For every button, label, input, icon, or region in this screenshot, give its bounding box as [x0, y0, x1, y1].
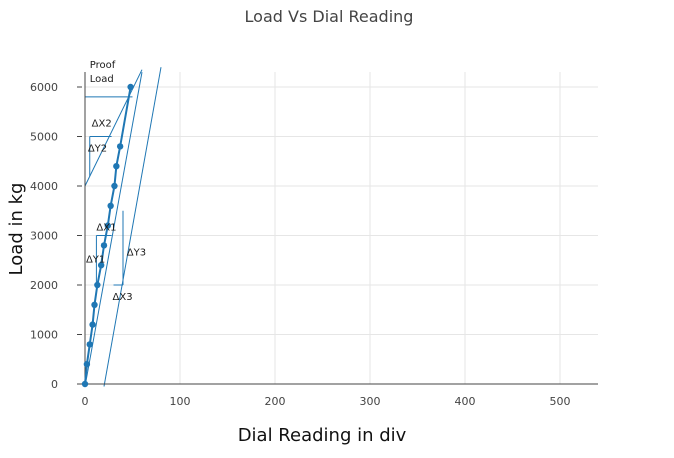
data-point — [104, 222, 112, 229]
x-tick-label: 400 — [455, 395, 476, 408]
annotation-label: ΔY3 — [127, 247, 146, 258]
x-tick-label: 300 — [360, 395, 381, 408]
data-point — [113, 163, 120, 170]
data-point — [83, 361, 91, 368]
grid — [85, 72, 598, 384]
construction-line — [103, 67, 162, 387]
data-point — [111, 182, 118, 190]
data-series — [81, 83, 134, 388]
data-point — [81, 380, 89, 388]
series-line — [84, 86, 132, 385]
y-tick-label: 5000 — [30, 131, 58, 144]
ticks: 0 100 200 300 400 500010002000300040005000600… — [30, 81, 571, 408]
data-point — [127, 83, 134, 91]
annotation-label: ΔX3 — [113, 292, 133, 303]
data-point — [89, 321, 96, 328]
y-tick-label: 3000 — [30, 230, 58, 243]
data-point — [97, 262, 105, 269]
annotations: Proof Load ΔX2 ΔY2 ΔX1 ΔY1 ΔY3 ΔX3 — [86, 60, 146, 303]
annotation-label: ΔY2 — [88, 143, 107, 154]
y-tick-label: 6000 — [30, 81, 58, 94]
y-tick-label: 4000 — [30, 180, 58, 193]
y-axis-title: Load in kg — [6, 183, 27, 276]
y-tick-label: 2000 — [30, 279, 58, 292]
y-tick-label: 0 — [51, 378, 58, 391]
axes — [82, 72, 598, 385]
y-tick-label: 1000 — [30, 329, 58, 342]
x-tick-label: 100 — [170, 395, 191, 408]
data-point — [107, 202, 114, 209]
data-point — [91, 301, 98, 308]
data-point — [116, 143, 124, 150]
x-tick-label: 500 — [550, 395, 571, 408]
chart-title: Load Vs Dial Reading — [245, 7, 414, 26]
annotation-label: Load — [90, 74, 114, 85]
annotation-label: Proof — [90, 60, 116, 71]
annotation-label: ΔX1 — [96, 223, 116, 234]
x-tick-label: 0 — [82, 395, 89, 408]
construction-line — [84, 72, 143, 387]
x-tick-label: 200 — [265, 395, 286, 408]
data-point — [86, 341, 93, 348]
x-axis-title: Dial Reading in div — [238, 425, 407, 446]
data-point — [100, 242, 108, 249]
data-point — [94, 281, 101, 289]
annotation-label: ΔX2 — [92, 119, 112, 130]
annotation-label: ΔY1 — [86, 255, 105, 266]
